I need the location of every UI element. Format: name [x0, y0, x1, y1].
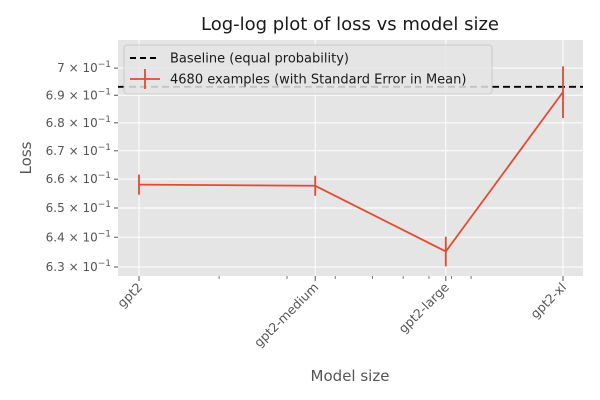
legend-series-label: 4680 examples (with Standard Error in Me… [170, 73, 466, 88]
x-tick-label: gpt2 [114, 280, 145, 311]
y-tick-label: 6.9 × 10−1 [46, 87, 111, 102]
y-tick-label: 6.5 × 10−1 [46, 200, 111, 215]
x-tick-label: gpt2-large [395, 279, 452, 336]
chart-title: Log-log plot of loss vs model size [201, 14, 499, 35]
series-line [138, 91, 564, 253]
x-axis-label: Model size [311, 367, 390, 385]
series-layer [138, 66, 564, 267]
x-tick-label: gpt2-medium [251, 280, 321, 350]
y-tick-label: 6.4 × 10−1 [46, 229, 111, 244]
y-axis-ticks: 6.3 × 10−1 6.4 × 10−1 6.5 × 10−1 6.6 × 10−1… [46, 60, 118, 274]
y-tick-label: 6.7 × 10−1 [46, 143, 111, 158]
y-tick-label: 6.6 × 10−1 [46, 171, 111, 186]
y-axis-label: Loss [17, 141, 35, 174]
y-tick-label: 6.3 × 10−1 [46, 259, 111, 274]
legend-baseline-label: Baseline (equal probability) [170, 52, 349, 67]
x-axis-ticks: gpt2 gpt2-medium gpt2-large gpt2-xl [114, 276, 569, 350]
legend: Baseline (equal probability) 4680 exampl… [123, 44, 493, 95]
y-tick-label: 6.8 × 10−1 [46, 115, 111, 130]
y-tick-label: 7 × 10−1 [57, 60, 111, 75]
x-tick-label: gpt2-xl [527, 280, 569, 322]
legend-box [123, 44, 493, 95]
